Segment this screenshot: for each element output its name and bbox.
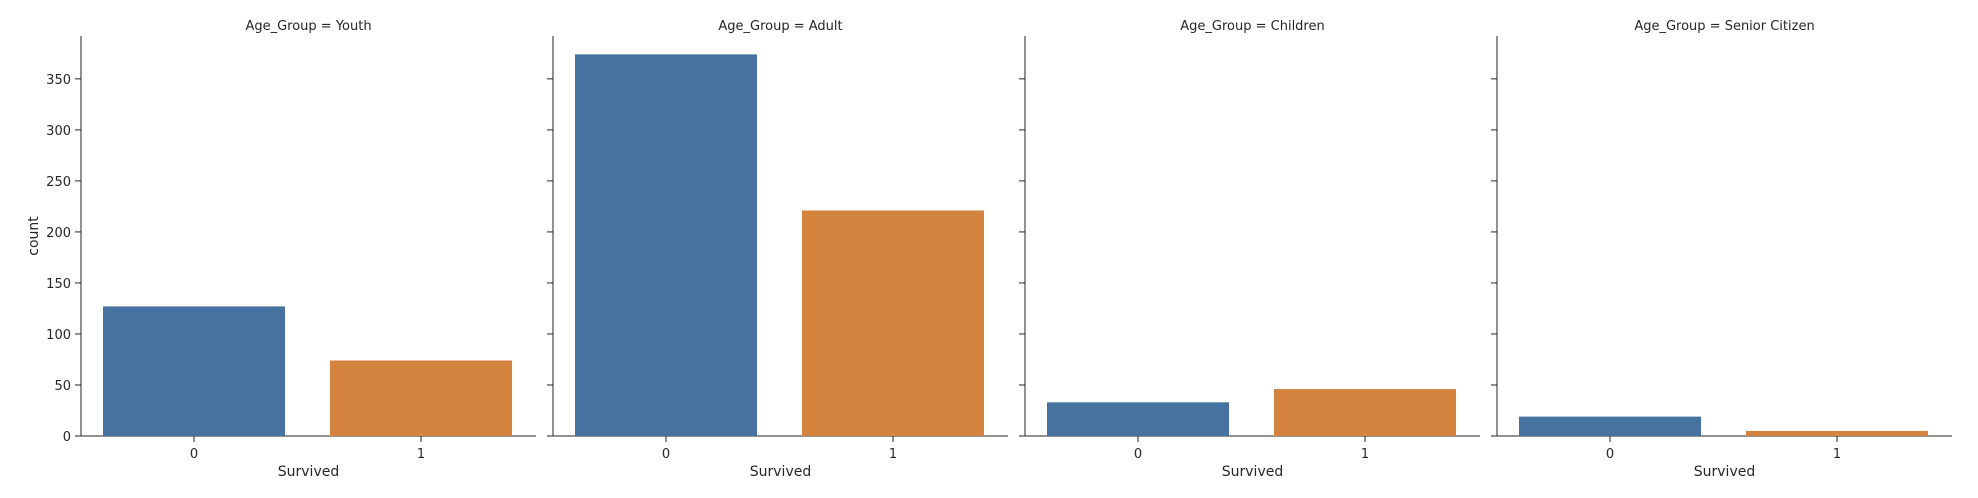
facet-panel: Age_Group = Senior Citizen 0 1 Survived	[1491, 19, 1952, 480]
x-axis-label: Survived	[1222, 464, 1283, 480]
y-tick-label: 250	[46, 175, 71, 190]
x-tick-label: 0	[1134, 447, 1142, 462]
y-tick-label: 200	[46, 226, 71, 241]
bar	[330, 360, 512, 436]
bar	[1519, 416, 1701, 436]
bar	[1047, 402, 1229, 436]
bar	[1274, 389, 1456, 436]
x-tick-label: 0	[1606, 447, 1614, 462]
x-tick-label: 1	[1361, 447, 1369, 462]
panel-title: Age_Group = Youth	[245, 19, 371, 34]
x-tick-label: 1	[1833, 447, 1841, 462]
bar	[103, 306, 285, 436]
x-tick-label: 0	[662, 447, 670, 462]
y-tick-label: 100	[46, 328, 71, 343]
panel-title: Age_Group = Senior Citizen	[1634, 19, 1814, 34]
x-axis-label: Survived	[750, 464, 811, 480]
bar	[802, 210, 984, 436]
x-axis-label: Survived	[1694, 464, 1755, 480]
y-tick-label: 300	[46, 124, 71, 139]
y-axis-label: count	[26, 216, 42, 256]
y-tick-label: 150	[46, 277, 71, 292]
facet-panel: Age_Group = Children 0 1 Survived	[1019, 19, 1480, 480]
x-tick-label: 0	[190, 447, 198, 462]
x-axis-label: Survived	[278, 464, 339, 480]
y-tick-label: 350	[46, 73, 71, 88]
y-tick-label: 50	[54, 379, 71, 394]
facet-panel: Age_Group = Youth 0 50 100 150 200 250 300 350 0 1…	[46, 19, 536, 480]
x-tick-label: 1	[417, 447, 425, 462]
bar	[1746, 430, 1928, 436]
x-tick-label: 1	[889, 447, 897, 462]
bar	[575, 54, 757, 437]
panel-title: Age_Group = Adult	[718, 19, 842, 34]
facet-panel: Age_Group = Adult 0 1 Survived	[547, 19, 1008, 480]
y-tick-label: 0	[63, 430, 71, 445]
panel-title: Age_Group = Children	[1180, 19, 1324, 34]
